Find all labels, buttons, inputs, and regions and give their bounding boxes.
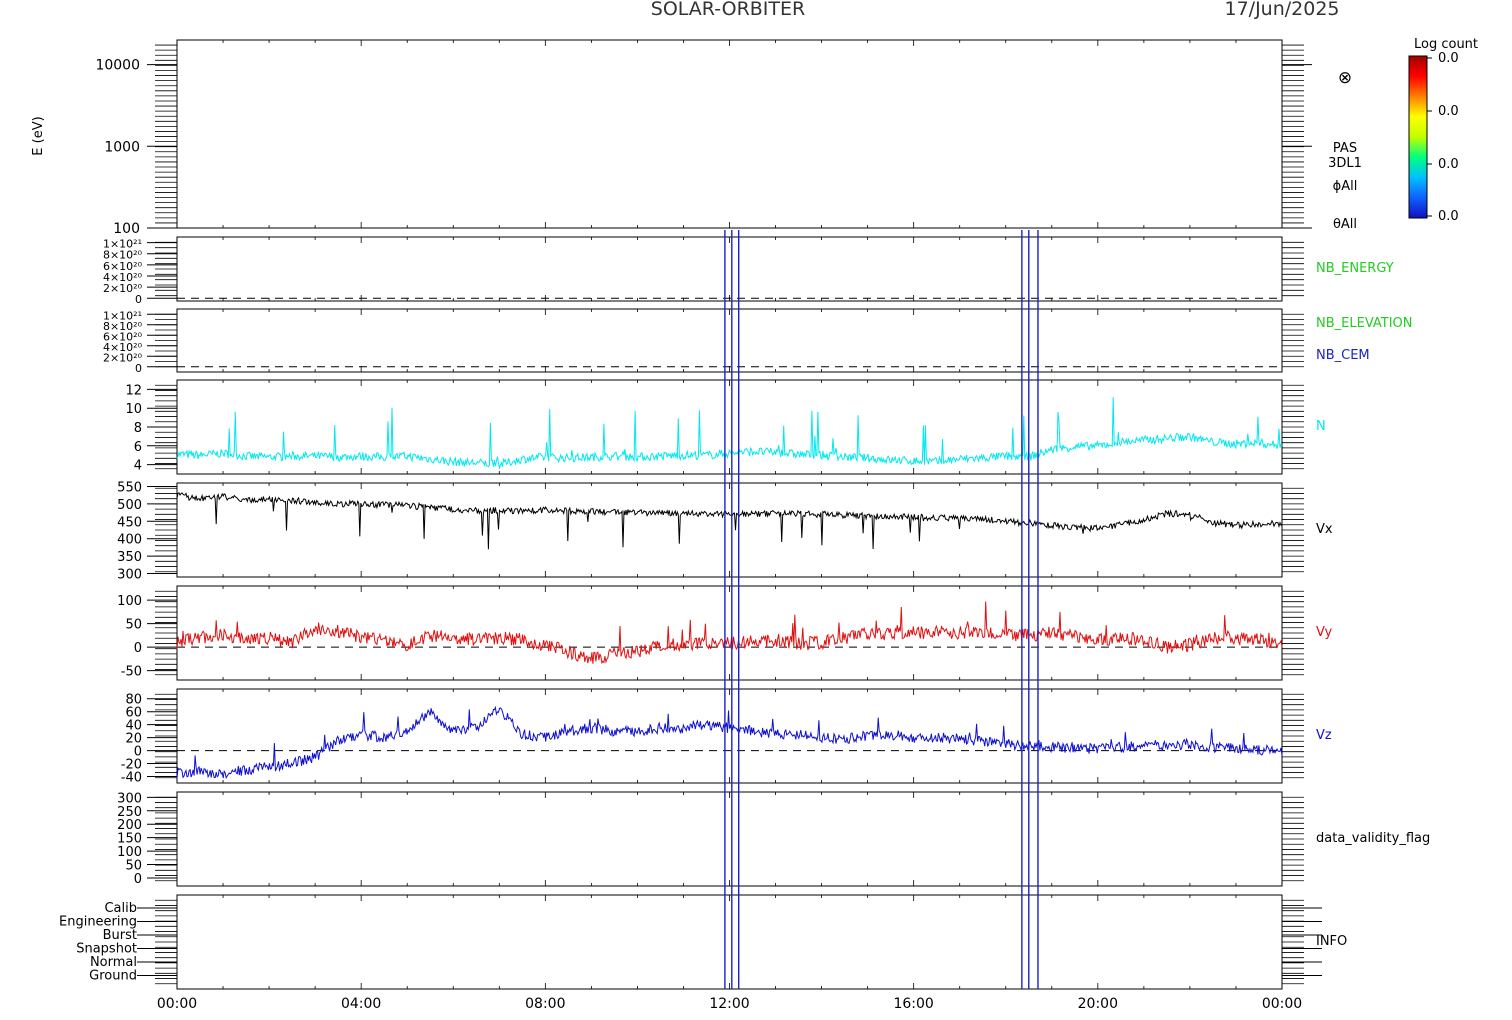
date-title: 17/Jun/2025 [1224,0,1339,20]
colorbar-tick-label: 0.0 [1438,209,1459,224]
y-tick-label: 10 [125,402,142,417]
y-tick-label: 550 [117,480,142,495]
event-lines [724,230,1039,989]
y-tick-label: 20 [125,732,142,747]
x-tick-label: 00:00 [157,996,197,1012]
x-tick-label: 20:00 [1078,996,1118,1012]
colorbar-tick-label: 0.0 [1438,51,1459,66]
y-tick-label: 8 [134,421,142,436]
x-tick-label: 00:00 [1262,996,1302,1012]
label-density: N [1316,419,1326,434]
y-tick-label: 1×10²¹ [103,238,142,251]
y-tick-label: 0 [134,745,142,760]
density-panel [176,379,1283,475]
spectrogram-symbol: ⊗ [1338,68,1352,88]
y-tick-label: 300 [117,568,142,583]
y-tick-label: 200 [117,818,142,833]
y-tick-label: 0 [134,872,142,887]
info-tick-label: Calib [104,901,137,916]
spectrogram-panel [176,39,1283,229]
y-tick-label: 60 [125,706,142,721]
colorbar-title: Log count [1414,37,1478,52]
y-tick-label: 6×10²⁰ [103,330,143,343]
label-validity: data_validity_flag [1316,831,1430,846]
series-line-n [176,397,1283,470]
y-tick-label: 8×10²⁰ [103,320,143,333]
info-tick-label: Ground [89,969,137,984]
y-tick-label: 100 [117,845,142,860]
series-line-vz [176,705,1283,780]
x-tick-label: 12:00 [709,996,749,1012]
y-tick-label: 0 [134,641,142,656]
label-nb-cem: NB_CEM [1316,348,1370,363]
spectrogram-label-instrument: PAS [1333,141,1357,156]
y-tick-label: 4×10²⁰ [103,341,143,354]
y-tick-label: 0 [135,293,142,306]
y-tick-label: 400 [117,533,142,548]
y-tick-label: 1×10²¹ [103,309,142,322]
info-panel [176,894,1283,990]
series-line-vx [176,492,1283,550]
info-tick-label: Normal [90,955,137,970]
y-tick-label: 250 [117,805,142,820]
colorbar-tick-label: 0.0 [1438,104,1459,119]
label-nb-energy: NB_ENERGY [1316,261,1394,276]
spectrogram-label-theta: θAll [1333,217,1357,232]
vy-panel [176,585,1283,681]
spectrogram-ylabel: E (eV) [31,116,46,155]
y-tick-label: -20 [121,758,142,773]
series-layer [176,397,1283,780]
colorbar-tick-label: 0.0 [1438,157,1459,172]
label-info: INFO [1316,934,1347,949]
nb-elevation-panel [176,308,1283,373]
y-tick-label: 6×10²⁰ [103,260,143,273]
validity-panel [176,791,1283,887]
y-tick-label: 10000 [95,58,140,74]
y-tick-label: 150 [117,832,142,847]
info-tick-label: Engineering [59,915,137,930]
y-tick-label: 300 [117,791,142,806]
label-vx: Vx [1316,522,1333,537]
colorbar-ticks: 0.0 0.0 0.0 0.0 [1427,51,1459,224]
info-tick-label: Snapshot [76,942,137,957]
mission-title: SOLAR-ORBITER [651,0,805,20]
x-tick-label: 08:00 [525,996,565,1012]
x-tick-label: 04:00 [341,996,381,1012]
y-tick-label: 8×10²⁰ [103,249,143,262]
y-tick-label: 450 [117,515,142,530]
label-nb-elevation: NB_ELEVATION [1316,316,1413,331]
y-tick-label: -50 [121,665,142,680]
spectrogram-label-mode: 3DL1 [1328,156,1362,171]
vz-panel [176,688,1283,784]
label-vy: Vy [1316,625,1333,640]
axes: 1000010001001×10²¹8×10²⁰6×10²⁰4×10²⁰2×10… [59,40,1322,1012]
series-line-vy [176,601,1283,665]
y-tick-label: 6 [134,440,142,455]
y-tick-label: 500 [117,498,142,513]
vx-panel [176,482,1283,578]
y-tick-label: 2×10²⁰ [103,351,143,364]
y-tick-label: 50 [125,859,142,874]
colorbar [1408,55,1428,219]
y-tick-label: 0 [135,362,142,375]
y-tick-label: 80 [125,693,142,708]
y-tick-label: 100 [113,221,140,237]
y-tick-label: 50 [125,618,142,633]
y-tick-label: 350 [117,550,142,565]
nb-energy-panel [176,236,1283,302]
y-tick-label: -40 [121,771,142,786]
info-tick-label: Burst [103,928,137,943]
y-tick-label: 4 [134,459,142,474]
y-tick-label: 2×10²⁰ [103,282,143,295]
label-vz: Vz [1316,728,1332,743]
y-tick-label: 1000 [104,139,140,155]
y-tick-label: 100 [117,594,142,609]
spectrogram-label-phi: ϕAll [1333,179,1358,194]
y-tick-label: 12 [125,383,142,398]
y-tick-label: 40 [125,719,142,734]
y-tick-label: 4×10²⁰ [103,271,143,284]
x-tick-label: 16:00 [893,996,933,1012]
